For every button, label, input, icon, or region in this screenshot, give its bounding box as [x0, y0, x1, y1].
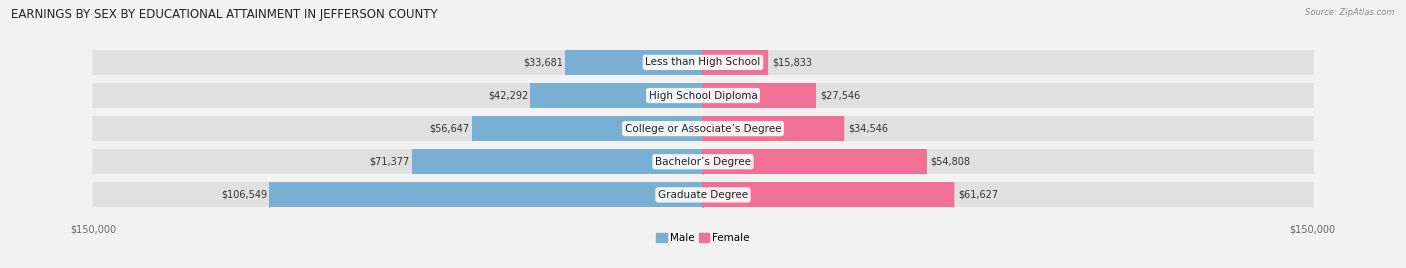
Legend: Male, Female: Male, Female: [652, 229, 754, 247]
Text: $15,833: $15,833: [772, 57, 813, 67]
Text: $34,546: $34,546: [848, 124, 889, 134]
Text: Source: ZipAtlas.com: Source: ZipAtlas.com: [1305, 8, 1395, 17]
Text: $61,627: $61,627: [959, 190, 998, 200]
Text: $106,549: $106,549: [221, 190, 267, 200]
Text: $71,377: $71,377: [370, 157, 409, 167]
Text: $27,546: $27,546: [820, 91, 860, 100]
Text: EARNINGS BY SEX BY EDUCATIONAL ATTAINMENT IN JEFFERSON COUNTY: EARNINGS BY SEX BY EDUCATIONAL ATTAINMEN…: [11, 8, 437, 21]
Text: $56,647: $56,647: [430, 124, 470, 134]
FancyBboxPatch shape: [93, 149, 1313, 174]
Text: $33,681: $33,681: [523, 57, 562, 67]
FancyBboxPatch shape: [472, 116, 703, 141]
FancyBboxPatch shape: [270, 183, 703, 207]
FancyBboxPatch shape: [703, 183, 953, 207]
FancyBboxPatch shape: [93, 183, 1313, 207]
Text: $54,808: $54,808: [931, 157, 970, 167]
Text: Less than High School: Less than High School: [645, 57, 761, 67]
FancyBboxPatch shape: [703, 50, 768, 75]
Text: College or Associate’s Degree: College or Associate’s Degree: [624, 124, 782, 134]
FancyBboxPatch shape: [703, 149, 925, 174]
Text: $42,292: $42,292: [488, 91, 529, 100]
Text: Graduate Degree: Graduate Degree: [658, 190, 748, 200]
Text: High School Diploma: High School Diploma: [648, 91, 758, 100]
FancyBboxPatch shape: [93, 116, 1313, 141]
FancyBboxPatch shape: [703, 116, 844, 141]
Text: Bachelor’s Degree: Bachelor’s Degree: [655, 157, 751, 167]
FancyBboxPatch shape: [93, 83, 1313, 108]
FancyBboxPatch shape: [413, 149, 703, 174]
FancyBboxPatch shape: [567, 50, 703, 75]
FancyBboxPatch shape: [93, 50, 1313, 75]
FancyBboxPatch shape: [531, 83, 703, 108]
FancyBboxPatch shape: [703, 83, 815, 108]
